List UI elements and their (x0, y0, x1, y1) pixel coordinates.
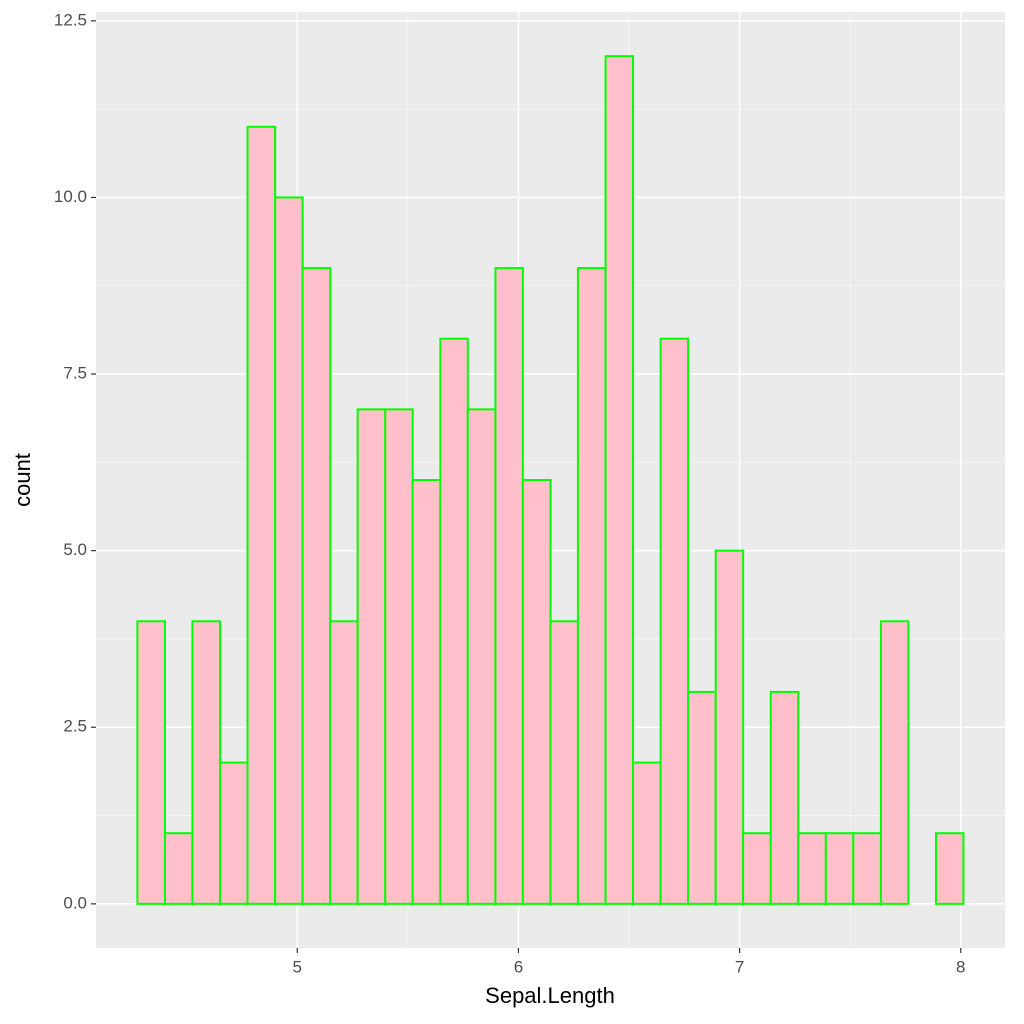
y-tick-label: 2.5 (63, 717, 87, 736)
bar (604, 55, 634, 905)
bar (879, 620, 910, 905)
bar (852, 832, 882, 905)
bar (934, 832, 965, 905)
bar (521, 479, 552, 905)
x-tick-label: 6 (514, 957, 523, 976)
y-tick-label: 10.0 (54, 187, 87, 206)
x-axis-title: Sepal.Length (485, 983, 615, 1008)
bar (301, 267, 332, 905)
bar (797, 832, 827, 905)
bar (384, 408, 414, 905)
y-tick-label: 0.0 (63, 893, 87, 912)
y-tick-label: 12.5 (54, 10, 87, 29)
bar (824, 832, 855, 905)
bar (411, 479, 442, 905)
bar (329, 620, 359, 905)
y-tick-label: 5.0 (63, 540, 87, 559)
x-tick-label: 5 (293, 957, 302, 976)
bar (769, 690, 800, 905)
y-axis-title: count (10, 453, 35, 507)
bar (274, 196, 304, 905)
bar (576, 267, 607, 905)
bar (356, 408, 387, 905)
bar (246, 125, 277, 905)
bar (659, 337, 690, 905)
bar (164, 832, 194, 905)
bar (742, 832, 772, 905)
bar (219, 761, 249, 905)
x-tick-label: 8 (956, 957, 965, 976)
bar (714, 549, 745, 905)
y-tick-label: 7.5 (63, 364, 87, 383)
bar (136, 620, 167, 905)
bar (687, 690, 717, 905)
bar (631, 761, 662, 905)
bar (466, 408, 497, 905)
bar (191, 620, 222, 905)
bar (494, 267, 524, 905)
bar (439, 337, 469, 905)
bar (549, 620, 579, 905)
x-tick-label: 7 (735, 957, 744, 976)
